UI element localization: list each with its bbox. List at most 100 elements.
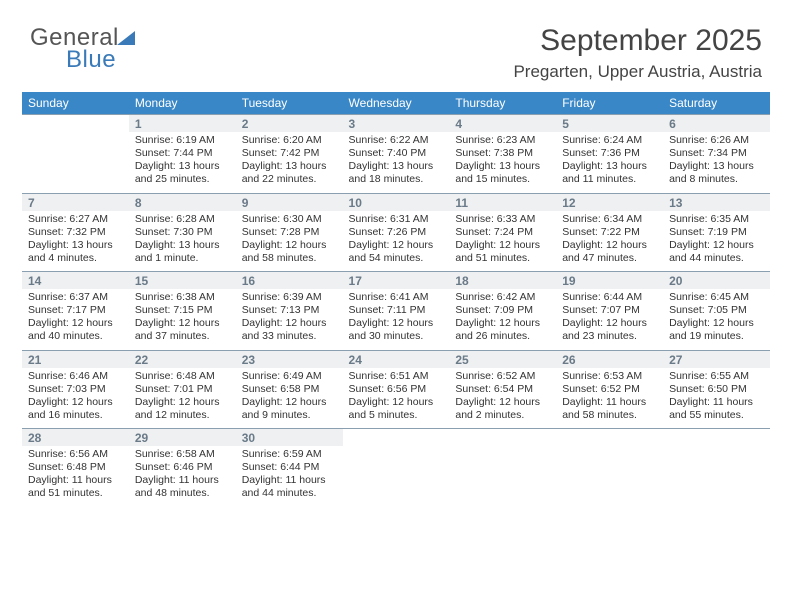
sunrise-text: Sunrise: 6:20 AM	[242, 134, 337, 147]
day-cell	[663, 446, 770, 507]
day-cell: Sunrise: 6:39 AMSunset: 7:13 PMDaylight:…	[236, 289, 343, 350]
day1-text: Daylight: 12 hours	[455, 396, 550, 409]
day-number: 27	[663, 350, 770, 368]
sunrise-text: Sunrise: 6:24 AM	[562, 134, 657, 147]
day-number: 24	[343, 350, 450, 368]
day-number: 23	[236, 350, 343, 368]
sunrise-text: Sunrise: 6:42 AM	[455, 291, 550, 304]
day-cell: Sunrise: 6:56 AMSunset: 6:48 PMDaylight:…	[22, 446, 129, 507]
day-cell: Sunrise: 6:19 AMSunset: 7:44 PMDaylight:…	[129, 132, 236, 193]
day-cell: Sunrise: 6:59 AMSunset: 6:44 PMDaylight:…	[236, 446, 343, 507]
sunrise-text: Sunrise: 6:55 AM	[669, 370, 764, 383]
day-cell: Sunrise: 6:27 AMSunset: 7:32 PMDaylight:…	[22, 211, 129, 272]
day-number: 7	[22, 193, 129, 211]
day2-text: and 18 minutes.	[349, 173, 444, 186]
sunset-text: Sunset: 7:34 PM	[669, 147, 764, 160]
day1-text: Daylight: 13 hours	[349, 160, 444, 173]
day-cell: Sunrise: 6:33 AMSunset: 7:24 PMDaylight:…	[449, 211, 556, 272]
day-number: 5	[556, 115, 663, 133]
sunset-text: Sunset: 7:30 PM	[135, 226, 230, 239]
day2-text: and 33 minutes.	[242, 330, 337, 343]
sunset-text: Sunset: 7:07 PM	[562, 304, 657, 317]
day1-text: Daylight: 12 hours	[242, 317, 337, 330]
day-number: 29	[129, 429, 236, 447]
day1-text: Daylight: 13 hours	[135, 239, 230, 252]
day-cell: Sunrise: 6:38 AMSunset: 7:15 PMDaylight:…	[129, 289, 236, 350]
weekday-label: Thursday	[449, 92, 556, 115]
sunrise-text: Sunrise: 6:41 AM	[349, 291, 444, 304]
sunrise-text: Sunrise: 6:48 AM	[135, 370, 230, 383]
day-number	[663, 429, 770, 447]
sunset-text: Sunset: 7:11 PM	[349, 304, 444, 317]
day2-text: and 25 minutes.	[135, 173, 230, 186]
sunset-text: Sunset: 6:50 PM	[669, 383, 764, 396]
day-cell: Sunrise: 6:53 AMSunset: 6:52 PMDaylight:…	[556, 368, 663, 429]
sunrise-text: Sunrise: 6:34 AM	[562, 213, 657, 226]
sunrise-text: Sunrise: 6:53 AM	[562, 370, 657, 383]
sunset-text: Sunset: 7:36 PM	[562, 147, 657, 160]
sunset-text: Sunset: 6:52 PM	[562, 383, 657, 396]
sunrise-text: Sunrise: 6:26 AM	[669, 134, 764, 147]
day1-text: Daylight: 12 hours	[455, 239, 550, 252]
day1-text: Daylight: 13 hours	[28, 239, 123, 252]
sunset-text: Sunset: 6:46 PM	[135, 461, 230, 474]
day1-text: Daylight: 12 hours	[562, 317, 657, 330]
day2-text: and 19 minutes.	[669, 330, 764, 343]
sunrise-text: Sunrise: 6:52 AM	[455, 370, 550, 383]
sunset-text: Sunset: 7:15 PM	[135, 304, 230, 317]
day-cell: Sunrise: 6:41 AMSunset: 7:11 PMDaylight:…	[343, 289, 450, 350]
day-cell: Sunrise: 6:24 AMSunset: 7:36 PMDaylight:…	[556, 132, 663, 193]
day-number: 12	[556, 193, 663, 211]
day1-text: Daylight: 12 hours	[28, 396, 123, 409]
weekday-label: Friday	[556, 92, 663, 115]
day1-text: Daylight: 12 hours	[349, 396, 444, 409]
day2-text: and 30 minutes.	[349, 330, 444, 343]
day-cell: Sunrise: 6:35 AMSunset: 7:19 PMDaylight:…	[663, 211, 770, 272]
sunrise-text: Sunrise: 6:37 AM	[28, 291, 123, 304]
day-cell: Sunrise: 6:34 AMSunset: 7:22 PMDaylight:…	[556, 211, 663, 272]
sunset-text: Sunset: 7:13 PM	[242, 304, 337, 317]
day1-text: Daylight: 12 hours	[562, 239, 657, 252]
day-cell: Sunrise: 6:28 AMSunset: 7:30 PMDaylight:…	[129, 211, 236, 272]
daynum-row: 78910111213	[22, 193, 770, 211]
weekday-label: Sunday	[22, 92, 129, 115]
sunrise-text: Sunrise: 6:39 AM	[242, 291, 337, 304]
day-number	[556, 429, 663, 447]
day-cell: Sunrise: 6:44 AMSunset: 7:07 PMDaylight:…	[556, 289, 663, 350]
day-number: 6	[663, 115, 770, 133]
day-cell: Sunrise: 6:23 AMSunset: 7:38 PMDaylight:…	[449, 132, 556, 193]
day2-text: and 8 minutes.	[669, 173, 764, 186]
day1-text: Daylight: 12 hours	[242, 239, 337, 252]
day1-text: Daylight: 13 hours	[242, 160, 337, 173]
day-number: 11	[449, 193, 556, 211]
detail-row: Sunrise: 6:19 AMSunset: 7:44 PMDaylight:…	[22, 132, 770, 193]
logo: General Blue	[30, 24, 135, 74]
day-number: 4	[449, 115, 556, 133]
sunset-text: Sunset: 7:01 PM	[135, 383, 230, 396]
sunrise-text: Sunrise: 6:23 AM	[455, 134, 550, 147]
day2-text: and 4 minutes.	[28, 252, 123, 265]
day-cell: Sunrise: 6:22 AMSunset: 7:40 PMDaylight:…	[343, 132, 450, 193]
day1-text: Daylight: 12 hours	[349, 239, 444, 252]
detail-row: Sunrise: 6:46 AMSunset: 7:03 PMDaylight:…	[22, 368, 770, 429]
detail-row: Sunrise: 6:56 AMSunset: 6:48 PMDaylight:…	[22, 446, 770, 507]
day1-text: Daylight: 11 hours	[242, 474, 337, 487]
daynum-row: 282930	[22, 429, 770, 447]
day-number: 1	[129, 115, 236, 133]
day-number: 19	[556, 272, 663, 290]
logo-word2: Blue	[66, 46, 135, 74]
day2-text: and 12 minutes.	[135, 409, 230, 422]
sunrise-text: Sunrise: 6:45 AM	[669, 291, 764, 304]
day1-text: Daylight: 12 hours	[455, 317, 550, 330]
day-cell: Sunrise: 6:20 AMSunset: 7:42 PMDaylight:…	[236, 132, 343, 193]
sunset-text: Sunset: 7:05 PM	[669, 304, 764, 317]
day-number: 10	[343, 193, 450, 211]
day-number: 14	[22, 272, 129, 290]
sunset-text: Sunset: 6:48 PM	[28, 461, 123, 474]
day-number: 2	[236, 115, 343, 133]
day-cell: Sunrise: 6:31 AMSunset: 7:26 PMDaylight:…	[343, 211, 450, 272]
day-cell: Sunrise: 6:37 AMSunset: 7:17 PMDaylight:…	[22, 289, 129, 350]
detail-row: Sunrise: 6:37 AMSunset: 7:17 PM Daylight:…	[22, 289, 770, 350]
weekday-label: Saturday	[663, 92, 770, 115]
sunset-text: Sunset: 7:17 PM	[28, 304, 123, 317]
